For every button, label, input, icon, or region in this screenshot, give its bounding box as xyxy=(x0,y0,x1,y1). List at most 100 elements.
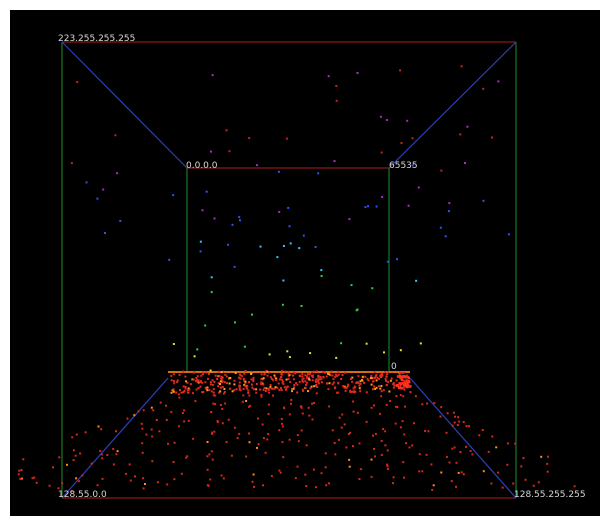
data-point xyxy=(182,391,185,393)
data-point xyxy=(374,375,377,378)
data-point xyxy=(229,377,232,379)
data-point xyxy=(301,373,304,376)
data-point xyxy=(202,371,205,374)
data-point xyxy=(311,379,314,382)
data-point xyxy=(298,380,301,383)
data-point xyxy=(439,415,442,418)
data-point xyxy=(172,390,175,393)
data-point xyxy=(375,205,378,208)
data-point xyxy=(323,371,326,373)
data-point xyxy=(237,376,240,379)
data-point xyxy=(81,474,84,477)
data-point xyxy=(403,433,406,436)
data-point xyxy=(144,483,146,485)
data-point xyxy=(321,381,323,384)
data-point xyxy=(182,370,185,373)
data-point xyxy=(460,65,463,68)
data-point xyxy=(344,371,347,374)
data-point xyxy=(320,269,323,272)
data-point xyxy=(250,378,253,381)
data-point xyxy=(77,480,80,483)
visualization-canvas: 223.255.255.255 128.55.0.0 128.55.255.25… xyxy=(10,10,600,516)
data-point xyxy=(221,407,224,410)
data-point xyxy=(374,387,377,390)
data-point xyxy=(280,387,282,389)
data-point xyxy=(469,450,472,453)
data-point xyxy=(223,388,226,390)
data-point xyxy=(252,376,255,379)
data-point xyxy=(326,382,329,385)
data-point xyxy=(281,381,284,384)
data-point xyxy=(304,473,307,476)
data-point xyxy=(399,371,401,374)
data-point xyxy=(402,395,405,398)
data-point xyxy=(151,435,154,438)
data-point xyxy=(358,442,361,445)
data-point xyxy=(427,430,430,433)
data-point xyxy=(246,385,249,388)
data-point xyxy=(216,420,219,422)
data-point xyxy=(246,387,249,390)
data-point xyxy=(458,420,461,423)
data-point xyxy=(242,388,245,390)
data-point xyxy=(267,387,270,390)
data-point xyxy=(176,379,179,382)
data-point xyxy=(467,425,470,428)
data-point xyxy=(310,385,313,388)
data-point xyxy=(399,349,402,352)
data-point xyxy=(318,382,321,385)
data-point xyxy=(380,373,382,376)
data-point xyxy=(380,453,383,456)
data-point xyxy=(238,384,241,387)
data-point xyxy=(347,384,350,387)
data-point xyxy=(259,388,262,391)
data-point xyxy=(242,378,245,380)
data-point xyxy=(278,429,281,432)
data-point xyxy=(261,423,264,426)
data-point xyxy=(155,419,158,421)
data-point xyxy=(307,390,309,393)
data-point xyxy=(405,379,408,382)
data-point xyxy=(178,396,181,399)
data-point xyxy=(296,391,299,394)
data-point xyxy=(112,447,115,450)
data-point xyxy=(238,373,241,376)
data-point xyxy=(374,432,377,435)
data-point xyxy=(262,437,265,440)
data-point xyxy=(170,379,173,382)
data-point xyxy=(72,449,75,452)
data-point xyxy=(85,181,88,184)
data-point xyxy=(20,469,23,471)
data-point xyxy=(448,202,451,205)
data-point xyxy=(348,458,351,461)
data-point xyxy=(327,388,330,391)
data-point xyxy=(482,199,485,202)
data-point xyxy=(260,395,263,398)
data-point xyxy=(287,370,290,373)
data-point xyxy=(170,391,173,394)
data-point xyxy=(252,378,255,381)
data-point xyxy=(450,480,453,483)
data-point xyxy=(219,380,222,383)
data-point xyxy=(210,291,213,294)
data-point xyxy=(352,387,355,390)
data-point xyxy=(333,442,336,444)
data-point xyxy=(452,411,455,414)
data-point xyxy=(241,400,244,403)
data-point xyxy=(267,433,270,435)
data-point xyxy=(351,380,354,383)
data-point xyxy=(220,386,222,389)
data-point xyxy=(256,446,258,449)
data-point xyxy=(260,383,263,386)
data-point xyxy=(333,387,336,390)
data-point xyxy=(302,377,305,380)
data-point xyxy=(222,392,225,395)
data-point xyxy=(220,377,223,380)
data-point xyxy=(206,441,209,443)
data-point xyxy=(455,461,458,464)
data-point xyxy=(398,386,401,390)
data-point xyxy=(448,461,451,464)
data-point xyxy=(433,402,436,404)
label-bottom-left: 128.55.0.0 xyxy=(58,490,107,500)
data-point xyxy=(337,391,340,394)
